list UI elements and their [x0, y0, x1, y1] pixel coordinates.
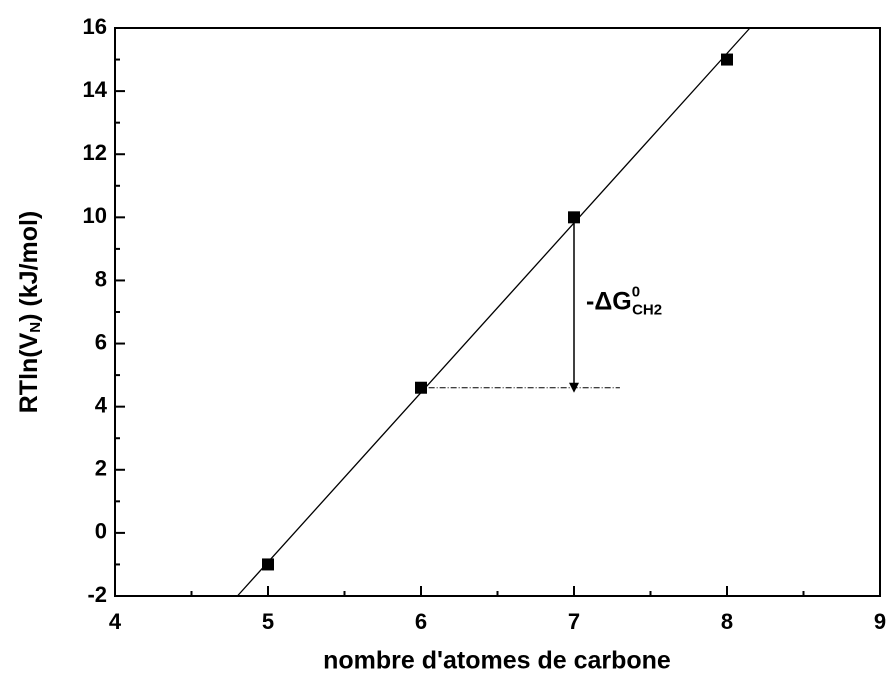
- y-tick-label: 16: [83, 14, 107, 39]
- plot-frame: [114, 27, 881, 597]
- data-point: [721, 53, 733, 66]
- y-tick-label: -2: [87, 582, 107, 607]
- annotation-sup: 0: [632, 284, 640, 301]
- y-tick-label: 6: [95, 329, 107, 354]
- fit-line: [236, 27, 751, 597]
- y-tick-label: 12: [83, 140, 107, 165]
- y-tick-label: 14: [83, 77, 108, 102]
- y-tick-label: 8: [95, 266, 107, 291]
- data-point: [568, 211, 580, 224]
- data-point: [262, 558, 274, 571]
- x-tick-label: 6: [415, 609, 427, 634]
- x-tick-label: 8: [721, 609, 733, 634]
- y-tick-label: 10: [83, 203, 107, 228]
- annotation-label: -ΔG0 CH2: [586, 284, 662, 319]
- x-tick-label: 5: [262, 609, 274, 634]
- annotation-main: -ΔG: [586, 287, 632, 315]
- y-tick-label: 4: [95, 392, 108, 417]
- y-tick-label: 0: [95, 519, 107, 544]
- y-tick-label: 2: [95, 456, 107, 481]
- y-title-rest: ) (kJ/mol): [15, 211, 43, 322]
- x-tick-label: 9: [874, 609, 886, 634]
- x-axis-title: nombre d'atomes de carbone: [323, 647, 671, 675]
- annotation-sub: CH2: [632, 302, 662, 319]
- y-title-main: RTln(V: [15, 332, 43, 413]
- y-axis-title: RTln(VN) (kJ/mol): [15, 211, 44, 414]
- x-tick-label: 4: [109, 609, 122, 634]
- y-title-sub: N: [27, 322, 44, 333]
- data-point: [415, 381, 427, 394]
- x-tick-label: 7: [568, 609, 580, 634]
